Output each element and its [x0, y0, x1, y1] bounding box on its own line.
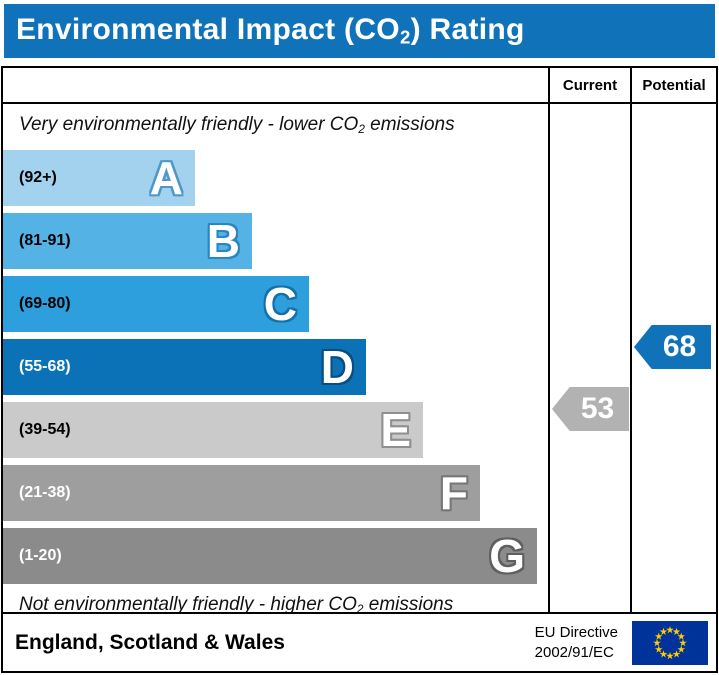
band-g-letter: G	[489, 529, 525, 582]
region-label: England, Scotland & Wales	[15, 630, 285, 654]
eu-directive-text: EU Directive 2002/91/EC	[535, 623, 618, 662]
band-row: (39-54) E	[3, 401, 548, 458]
bottom-note-text: Not environmentally friendly - higher CO	[19, 593, 357, 612]
band-row: (81-91) B	[3, 212, 548, 269]
table-header-row: Current Potential	[3, 68, 716, 104]
header-spacer	[3, 68, 548, 102]
top-note-suffix: emissions	[364, 114, 455, 135]
band-row: (55-68) D	[3, 338, 548, 395]
eu-flag-icon	[632, 620, 708, 665]
band-a-bar: (92+) A	[3, 149, 195, 206]
band-row: (1-20) G	[3, 527, 548, 584]
page-title-suffix: ) Rating	[410, 13, 525, 47]
current-column: 53	[548, 104, 630, 612]
band-e-bar: (39-54) E	[3, 401, 423, 458]
title-bar: Environmental Impact (CO2) Rating	[4, 4, 715, 58]
band-g-bar: (1-20) G	[3, 527, 537, 584]
top-note-text: Very environmentally friendly - lower CO	[19, 114, 359, 135]
bottom-note-subscript: 2	[356, 602, 364, 612]
current-column-header: Current	[548, 68, 630, 102]
band-b-range-label: (81-91)	[19, 231, 71, 249]
chart-body: Very environmentally friendly - lower CO…	[3, 104, 716, 612]
band-row: (92+) A	[3, 149, 548, 206]
band-d-letter: D	[320, 340, 354, 393]
band-a-range-label: (92+)	[19, 168, 57, 186]
potential-column-header: Potential	[630, 68, 716, 102]
band-e-range-label: (39-54)	[19, 420, 71, 438]
band-c-bar: (69-80) C	[3, 275, 309, 332]
band-f-bar: (21-38) F	[3, 464, 480, 521]
page-title: Environmental Impact (CO2) Rating	[16, 13, 525, 49]
bottom-note: Not environmentally friendly - higher CO…	[19, 594, 548, 612]
band-f-letter: F	[439, 466, 468, 519]
eu-directive-line1: EU Directive	[534, 624, 618, 641]
current-rating-value: 53	[580, 392, 615, 425]
band-c-range-label: (69-80)	[19, 294, 71, 312]
band-d-range-label: (55-68)	[19, 357, 71, 375]
eu-directive-line2: 2002/91/EC	[534, 643, 614, 661]
current-rating-pointer: 53	[552, 387, 629, 431]
rating-table: Current Potential Very environmentally f…	[1, 66, 718, 673]
band-row: (69-80) C	[3, 275, 548, 332]
bands-area: Very environmentally friendly - lower CO…	[3, 104, 548, 612]
bottom-note-suffix: emissions	[363, 593, 454, 612]
band-a-letter: A	[149, 151, 183, 204]
band-e-letter: E	[380, 403, 411, 456]
potential-rating-pointer: 68	[634, 325, 711, 369]
top-note: Very environmentally friendly - lower CO…	[19, 114, 548, 141]
band-c-letter: C	[263, 277, 297, 330]
table-footer: England, Scotland & Wales EU Directive 2…	[3, 612, 716, 671]
page-title-subscript: 2	[399, 26, 411, 48]
band-b-bar: (81-91) B	[3, 212, 252, 269]
band-g-range-label: (1-20)	[19, 546, 62, 564]
band-row: (21-38) F	[3, 464, 548, 521]
potential-column: 68	[630, 104, 716, 612]
band-d-bar: (55-68) D	[3, 338, 366, 395]
band-f-range-label: (21-38)	[19, 483, 71, 501]
page-title-text: Environmental Impact (CO	[16, 13, 400, 47]
band-b-letter: B	[206, 214, 240, 267]
top-note-subscript: 2	[358, 122, 365, 136]
potential-rating-value: 68	[662, 330, 697, 363]
